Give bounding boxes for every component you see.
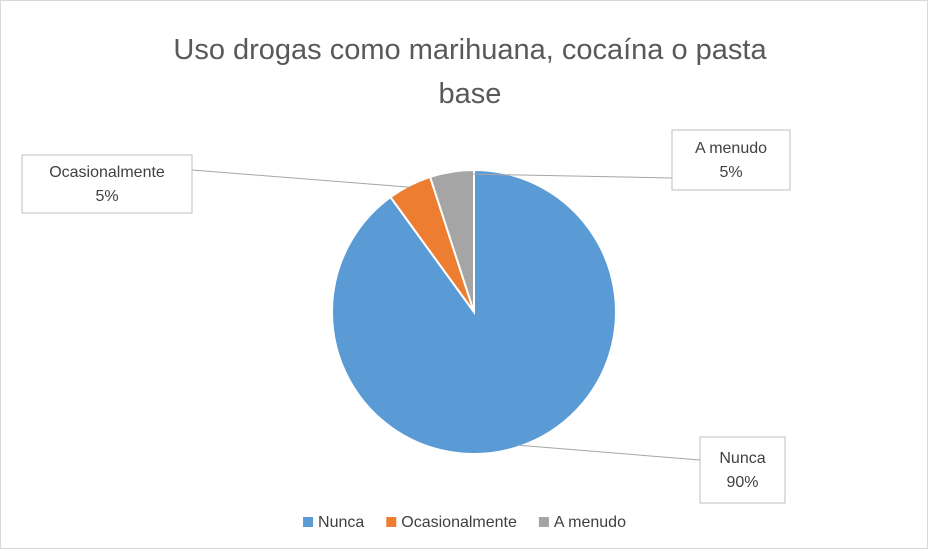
data-label-value: 90%: [726, 474, 758, 491]
leader-line: [452, 173, 673, 179]
legend-label: Ocasionalmente: [401, 514, 517, 531]
legend-label: A menudo: [554, 514, 626, 531]
chart-title: Uso drogas como marihuana, cocaína o pas…: [173, 34, 767, 110]
legend-swatch: [386, 517, 397, 527]
data-label-value: 5%: [95, 188, 118, 205]
data-label-name: Nunca: [719, 450, 765, 467]
data-label-value: 5%: [719, 164, 742, 181]
label-box: [21, 154, 193, 214]
data-label-name: Ocasionalmente: [49, 164, 165, 181]
leader-line: [517, 444, 701, 461]
pie-slice: [428, 168, 475, 313]
label-box: [699, 436, 786, 504]
data-label-name: A menudo: [695, 140, 767, 157]
legend-swatch: [303, 517, 314, 527]
leader-line: [191, 169, 411, 188]
label-box: [671, 129, 791, 191]
legend-label: Nunca: [318, 514, 364, 531]
legend-swatch: [538, 517, 549, 527]
legend: Nunca Ocasionalmente A menudo: [303, 514, 626, 531]
